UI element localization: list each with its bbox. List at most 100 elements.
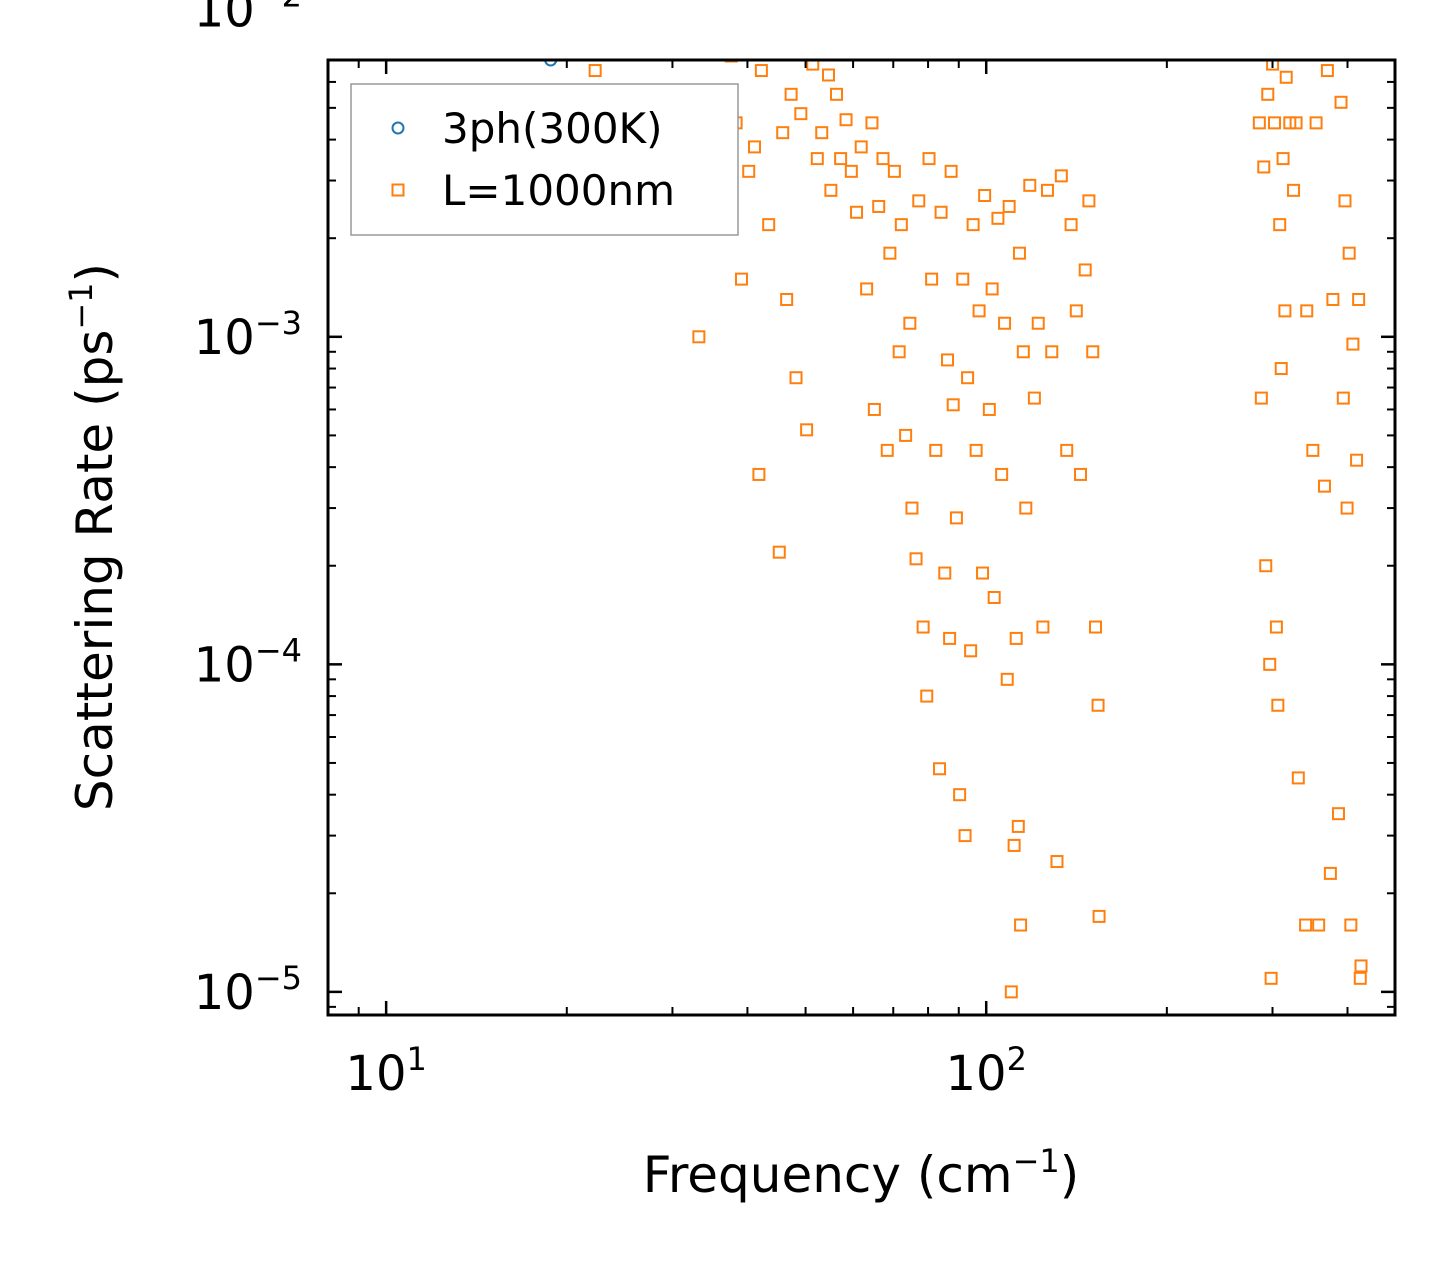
data-point <box>1317 479 1331 493</box>
data-point <box>1002 199 1016 213</box>
data-point <box>806 60 820 71</box>
data-point <box>953 788 967 802</box>
data-point <box>789 371 803 385</box>
data-point <box>995 467 1009 481</box>
data-point <box>944 164 958 178</box>
data-point <box>920 689 934 703</box>
data-point <box>1268 116 1282 130</box>
data-point <box>961 371 975 385</box>
data-point <box>1291 771 1305 785</box>
data-point <box>854 140 868 154</box>
data-point <box>916 620 930 634</box>
data-point <box>969 443 983 457</box>
data-point <box>1306 443 1320 457</box>
data-point <box>747 140 761 154</box>
data-point <box>1354 959 1368 973</box>
data-point <box>588 64 602 78</box>
data-point <box>1011 819 1025 833</box>
data-point <box>815 126 829 140</box>
data-point <box>1278 304 1292 318</box>
data-point <box>850 205 864 219</box>
y-tick-label: 10−2 <box>194 0 302 38</box>
legend-marker-l1000nm <box>391 183 405 197</box>
data-point <box>734 272 748 286</box>
data-point <box>976 566 990 580</box>
legend-marker-3ph <box>391 121 405 135</box>
legend-label-l1000nm: L=1000nm <box>442 166 675 215</box>
data-point <box>1353 971 1367 985</box>
y-tick-label: 10−4 <box>194 631 302 693</box>
data-point <box>1091 698 1105 712</box>
data-point <box>1309 116 1323 130</box>
data-point <box>925 272 939 286</box>
data-point <box>1273 218 1287 232</box>
data-point <box>946 398 960 412</box>
data-point <box>776 126 790 140</box>
data-point <box>941 353 955 367</box>
data-point <box>991 211 1005 225</box>
data-point <box>998 316 1012 330</box>
data-point <box>929 443 943 457</box>
data-point <box>1264 971 1278 985</box>
data-point <box>899 428 913 442</box>
data-point <box>887 164 901 178</box>
data-point <box>1089 620 1103 634</box>
data-point <box>964 644 978 658</box>
data-point <box>692 330 706 344</box>
data-point <box>1338 194 1352 208</box>
data-point <box>1031 316 1045 330</box>
data-point <box>949 511 963 525</box>
data-point <box>754 64 768 78</box>
data-point <box>1261 87 1275 101</box>
data-point <box>1060 443 1074 457</box>
data-point <box>1023 178 1037 192</box>
data-point <box>780 292 794 306</box>
data-point <box>844 164 858 178</box>
data-point <box>985 282 999 296</box>
data-point <box>1092 909 1106 923</box>
data-point <box>892 345 906 359</box>
data-point <box>1254 391 1268 405</box>
data-point <box>1086 345 1100 359</box>
data-point <box>1289 116 1303 130</box>
data-point <box>1266 60 1280 71</box>
data-point <box>794 107 808 121</box>
data-point <box>1331 807 1345 821</box>
data-point <box>1346 337 1360 351</box>
data-point <box>1036 620 1050 634</box>
data-point <box>1040 183 1054 197</box>
data-point <box>1257 160 1271 174</box>
y-tick-label: 10−3 <box>194 304 302 366</box>
data-point <box>958 829 972 843</box>
data-point <box>1342 246 1356 260</box>
data-point <box>1014 918 1028 932</box>
data-point <box>1009 631 1023 645</box>
data-point <box>905 501 919 515</box>
data-point <box>824 183 838 197</box>
data-point <box>880 443 894 457</box>
data-point <box>1287 183 1301 197</box>
data-point <box>1054 169 1068 183</box>
data-point <box>867 402 881 416</box>
data-point <box>1019 501 1033 515</box>
data-point <box>1326 292 1340 306</box>
data-point <box>1078 263 1092 277</box>
data-point <box>1274 362 1288 376</box>
x-tick-label: 102 <box>945 1040 1026 1102</box>
data-point <box>956 272 970 286</box>
y-tick-label: 10−5 <box>194 959 302 1021</box>
data-point <box>1323 866 1337 880</box>
data-point <box>1312 918 1326 932</box>
data-point <box>872 199 886 213</box>
legend: 3ph(300K) L=1000nm <box>350 83 739 236</box>
data-point <box>938 566 952 580</box>
data-point <box>1045 345 1059 359</box>
data-point <box>1350 453 1364 467</box>
data-point <box>1276 152 1290 166</box>
data-point <box>1064 218 1078 232</box>
data-point <box>1320 64 1334 78</box>
data-point <box>1050 855 1064 869</box>
data-point <box>972 304 986 318</box>
data-point <box>839 113 853 127</box>
data-point <box>876 152 890 166</box>
